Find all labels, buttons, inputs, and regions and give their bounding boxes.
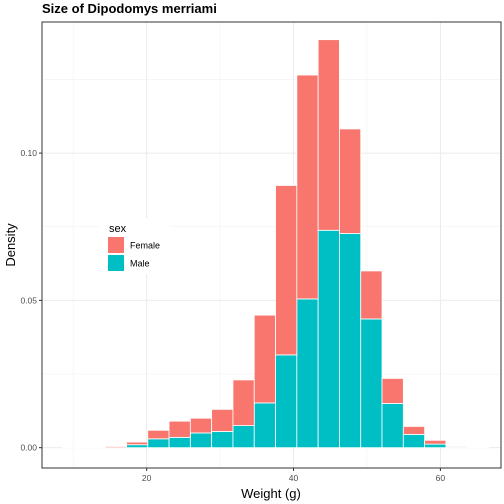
bar-male xyxy=(168,436,191,449)
bar-female xyxy=(445,445,468,448)
bar-female xyxy=(211,408,234,432)
bar-male xyxy=(232,425,255,449)
series-female-bars xyxy=(62,39,489,449)
bar-female xyxy=(275,185,298,356)
bar-female xyxy=(296,74,319,300)
bar-female xyxy=(189,417,213,434)
legend-title: sex xyxy=(109,223,127,235)
series-male-bars xyxy=(126,229,468,449)
y-axis-ticks: 0.00 0.05 0.10 xyxy=(20,148,42,453)
bar-male xyxy=(253,402,276,449)
legend-key-male xyxy=(108,255,124,271)
x-axis-label: Weight (g) xyxy=(241,486,301,501)
bar-female xyxy=(424,439,447,445)
x-tick-label: 20 xyxy=(142,473,152,483)
bar-female xyxy=(104,446,127,449)
bar-female xyxy=(381,378,404,404)
x-tick-label: 40 xyxy=(289,473,299,483)
x-tick-label: 60 xyxy=(436,473,446,483)
bar-female xyxy=(126,441,149,446)
bar-female xyxy=(147,429,170,440)
chart-title: Size of Dipodomys merriami xyxy=(42,1,217,16)
bar-female xyxy=(168,420,191,438)
bar-male xyxy=(126,444,149,449)
legend-label-male: Male xyxy=(130,259,150,269)
y-tick-label: 0.10 xyxy=(20,148,37,158)
legend-key-female xyxy=(108,237,124,253)
plot-border xyxy=(41,21,502,469)
y-axis-label: Density xyxy=(3,223,18,267)
x-axis-ticks: 20 40 60 xyxy=(142,468,445,483)
bar-female xyxy=(339,128,362,234)
bar-male xyxy=(147,438,170,449)
bar-female xyxy=(83,446,106,449)
bar-female xyxy=(402,426,426,435)
bar-male xyxy=(211,431,234,449)
bar-female xyxy=(317,39,340,231)
bar-female xyxy=(360,270,383,320)
bar-male xyxy=(360,318,383,449)
bar-male xyxy=(189,432,213,449)
bar-female xyxy=(232,379,255,426)
bar-male xyxy=(275,354,298,449)
bar-male xyxy=(402,434,426,449)
bar-female xyxy=(253,314,276,404)
y-tick-label: 0.00 xyxy=(20,443,37,453)
bar-male xyxy=(296,298,319,449)
bar-male xyxy=(317,229,340,449)
legend-label-female: Female xyxy=(130,241,160,251)
bar-male xyxy=(339,233,362,449)
legend: sex Female Male xyxy=(100,218,170,274)
bar-male xyxy=(381,403,404,449)
y-tick-label: 0.05 xyxy=(20,295,37,305)
bar-male xyxy=(424,443,447,449)
